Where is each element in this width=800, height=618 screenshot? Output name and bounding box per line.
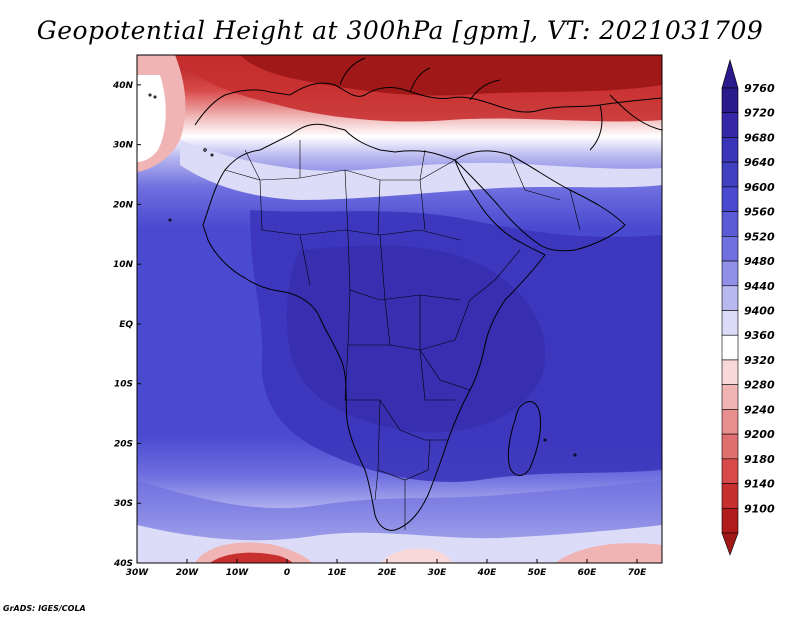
longitude-axis: 30W 20W 10W 0 10E 20E 30E 40E 50E 60E 70E (126, 559, 647, 578)
lon-tick-label: 40E (477, 568, 498, 578)
colorbar-label: 9520 (744, 230, 775, 243)
colorbar-swatch (721, 334, 739, 361)
grads-credit: GrADS: IGES/COLA (3, 604, 86, 613)
lon-tick-label: 10W (226, 568, 250, 578)
colorbar-label: 9640 (744, 156, 775, 169)
map-frame (136, 54, 663, 564)
colorbar-label: 9280 (744, 379, 775, 392)
lat-tick-label: 20N (113, 200, 134, 210)
lat-tick-label: 10S (114, 380, 133, 390)
colorbar-swatch (721, 186, 739, 212)
colorbar-swatch (721, 483, 739, 509)
colorbar-swatch (721, 433, 739, 460)
colorbar-label: 9100 (744, 502, 775, 515)
colorbar-top-arrow (721, 58, 739, 89)
height-field (137, 55, 662, 563)
lat-tick-label: 40N (112, 81, 134, 91)
lat-tick-label: 40S (113, 559, 133, 569)
lon-tick-label: 20E (378, 568, 398, 578)
colorbar-label: 9760 (744, 82, 775, 95)
colorbar-label: 9440 (744, 280, 775, 293)
lon-tick-label: 30W (126, 568, 150, 578)
lat-tick-label: EQ (119, 320, 133, 330)
colorbar-swatch (721, 310, 739, 336)
colorbar-swatch (721, 236, 739, 262)
colorbar-label: 9360 (744, 329, 775, 342)
europe-coastline (194, 82, 662, 126)
colorbar-label: 9140 (744, 478, 775, 491)
lon-tick-label: 70E (628, 568, 648, 578)
colorbar-label: 9680 (744, 131, 775, 144)
lon-tick-label: 10E (328, 568, 348, 578)
colorbar-label: 9400 (744, 305, 775, 318)
colorbar-label: 9480 (744, 255, 775, 268)
colorbar-swatch (721, 409, 739, 435)
colorbar-label: 9560 (744, 206, 775, 219)
madagascar-coastline (507, 401, 541, 476)
colorbar-label: 9200 (744, 428, 775, 441)
lon-tick-label: 30E (428, 568, 448, 578)
colorbar-bottom-arrow (721, 532, 739, 556)
colorbar-swatch (721, 285, 739, 311)
colorbar-label: 9320 (744, 354, 775, 367)
colorbar-swatch (721, 112, 739, 138)
colorbar-swatch (721, 87, 739, 114)
arabia-coastline (454, 150, 626, 252)
colorbar-swatch (721, 458, 739, 484)
colorbar-legend: 9760 9720 9680 9640 9600 9560 9520 9480 9440 9400… (721, 58, 775, 556)
lat-tick-label: 30N (113, 141, 134, 151)
lon-tick-label: 20W (176, 568, 200, 578)
colorbar-swatch (721, 384, 739, 410)
lon-tick-label: 60E (578, 568, 598, 578)
colorbar-label: 9240 (744, 403, 775, 416)
lat-tick-label: 20S (114, 439, 133, 449)
lat-tick-label: 10N (113, 260, 134, 270)
chart-title: Geopotential Height at 300hPa [gpm], VT:… (36, 16, 764, 45)
colorbar-swatch (721, 507, 739, 534)
africa-coastline (202, 123, 546, 531)
colorbar-swatch (721, 211, 739, 237)
colorbar-label: 9180 (744, 453, 775, 466)
colorbar-swatch (721, 260, 739, 287)
latitude-axis: 40N 30N 20N 10N EQ 10S 20S 30S 40S (112, 81, 141, 569)
lon-tick-label: 0 (284, 568, 290, 578)
colorbar-label: 9600 (744, 181, 775, 194)
colorbar-swatch (721, 161, 739, 188)
colorbar-swatch (721, 137, 739, 163)
colorbar-swatch (721, 359, 739, 385)
colorbar-label: 9720 (744, 107, 775, 120)
lon-tick-label: 50E (528, 568, 548, 578)
lat-tick-label: 30S (114, 499, 133, 509)
